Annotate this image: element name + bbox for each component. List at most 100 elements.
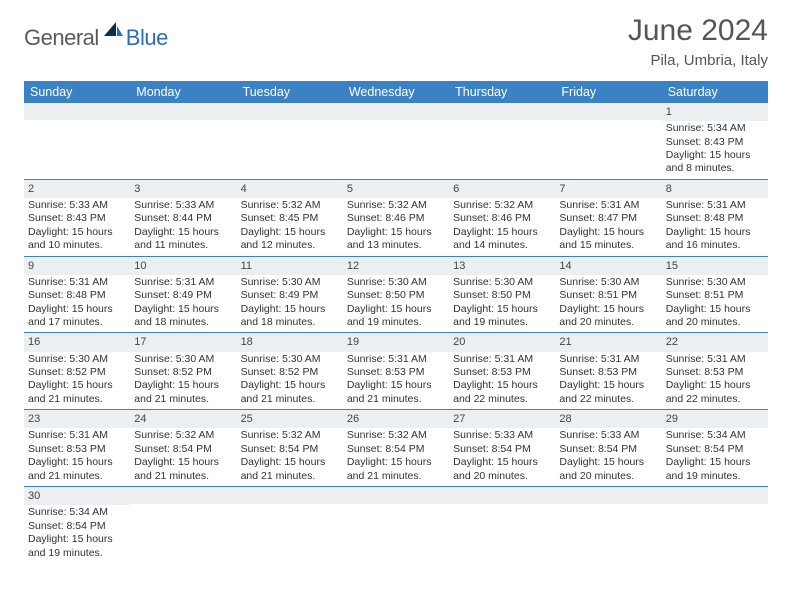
sunrise-text: Sunrise: 5:32 AM (347, 199, 445, 212)
sunset-text: Sunset: 8:53 PM (666, 366, 764, 379)
sunrise-text: Sunrise: 5:33 AM (559, 429, 657, 442)
sunrise-text: Sunrise: 5:32 AM (347, 429, 445, 442)
sunset-text: Sunset: 8:46 PM (347, 212, 445, 225)
daylight-text: Daylight: 15 hours and 18 minutes. (134, 303, 232, 330)
day-cell (449, 103, 555, 179)
day-cell: 6Sunrise: 5:32 AMSunset: 8:46 PMDaylight… (449, 180, 555, 256)
empty-day-band (555, 103, 661, 120)
day-cell (130, 487, 236, 563)
day-cell: 23Sunrise: 5:31 AMSunset: 8:53 PMDayligh… (24, 410, 130, 486)
daylight-text: Daylight: 15 hours and 19 minutes. (453, 303, 551, 330)
sunrise-text: Sunrise: 5:34 AM (666, 429, 764, 442)
sunrise-text: Sunrise: 5:30 AM (453, 276, 551, 289)
sunset-text: Sunset: 8:51 PM (666, 289, 764, 302)
day-cell: 30Sunrise: 5:34 AMSunset: 8:54 PMDayligh… (24, 487, 130, 563)
sunrise-text: Sunrise: 5:30 AM (134, 353, 232, 366)
empty-day-band (130, 487, 236, 504)
daylight-text: Daylight: 15 hours and 21 minutes. (241, 456, 339, 483)
day-cell (555, 103, 661, 179)
day-number: 18 (237, 333, 343, 351)
sunset-text: Sunset: 8:44 PM (134, 212, 232, 225)
day-number: 24 (130, 410, 236, 428)
day-cell: 21Sunrise: 5:31 AMSunset: 8:53 PMDayligh… (555, 333, 661, 409)
day-number: 7 (555, 180, 661, 198)
day-number: 17 (130, 333, 236, 351)
title-block: June 2024 Pila, Umbria, Italy (628, 14, 768, 69)
empty-day-band (555, 487, 661, 504)
week-row: 23Sunrise: 5:31 AMSunset: 8:53 PMDayligh… (24, 410, 768, 487)
empty-day-band (449, 103, 555, 120)
sunset-text: Sunset: 8:54 PM (28, 520, 126, 533)
day-cell (555, 487, 661, 563)
empty-day-band (343, 103, 449, 120)
sunset-text: Sunset: 8:54 PM (241, 443, 339, 456)
day-body: Sunrise: 5:30 AMSunset: 8:51 PMDaylight:… (555, 275, 661, 333)
sunset-text: Sunset: 8:53 PM (347, 366, 445, 379)
day-body: Sunrise: 5:31 AMSunset: 8:48 PMDaylight:… (662, 198, 768, 256)
day-cell (237, 487, 343, 563)
day-cell: 9Sunrise: 5:31 AMSunset: 8:48 PMDaylight… (24, 257, 130, 333)
sunset-text: Sunset: 8:52 PM (28, 366, 126, 379)
day-cell: 19Sunrise: 5:31 AMSunset: 8:53 PMDayligh… (343, 333, 449, 409)
sunset-text: Sunset: 8:45 PM (241, 212, 339, 225)
sunset-text: Sunset: 8:43 PM (28, 212, 126, 225)
sunrise-text: Sunrise: 5:30 AM (666, 276, 764, 289)
day-number: 3 (130, 180, 236, 198)
daylight-text: Daylight: 15 hours and 20 minutes. (666, 303, 764, 330)
day-cell: 22Sunrise: 5:31 AMSunset: 8:53 PMDayligh… (662, 333, 768, 409)
weekday-label: Tuesday (237, 81, 343, 103)
day-cell (662, 487, 768, 563)
daylight-text: Daylight: 15 hours and 21 minutes. (347, 456, 445, 483)
day-cell: 15Sunrise: 5:30 AMSunset: 8:51 PMDayligh… (662, 257, 768, 333)
sunrise-text: Sunrise: 5:33 AM (134, 199, 232, 212)
daylight-text: Daylight: 15 hours and 21 minutes. (241, 379, 339, 406)
day-cell (343, 103, 449, 179)
location: Pila, Umbria, Italy (628, 52, 768, 69)
daylight-text: Daylight: 15 hours and 12 minutes. (241, 226, 339, 253)
empty-day-band (449, 487, 555, 504)
sunrise-text: Sunrise: 5:33 AM (28, 199, 126, 212)
sunset-text: Sunset: 8:54 PM (666, 443, 764, 456)
week-row: 9Sunrise: 5:31 AMSunset: 8:48 PMDaylight… (24, 257, 768, 334)
weekday-label: Saturday (662, 81, 768, 103)
day-number: 30 (24, 487, 130, 505)
day-cell (24, 103, 130, 179)
sunrise-text: Sunrise: 5:32 AM (241, 199, 339, 212)
day-body: Sunrise: 5:32 AMSunset: 8:54 PMDaylight:… (130, 428, 236, 486)
day-body: Sunrise: 5:30 AMSunset: 8:51 PMDaylight:… (662, 275, 768, 333)
day-number: 20 (449, 333, 555, 351)
sunrise-text: Sunrise: 5:32 AM (453, 199, 551, 212)
day-cell: 8Sunrise: 5:31 AMSunset: 8:48 PMDaylight… (662, 180, 768, 256)
brand-part2: Blue (126, 25, 168, 51)
day-body: Sunrise: 5:34 AMSunset: 8:43 PMDaylight:… (662, 121, 768, 179)
day-body: Sunrise: 5:30 AMSunset: 8:50 PMDaylight:… (343, 275, 449, 333)
daylight-text: Daylight: 15 hours and 8 minutes. (666, 149, 764, 176)
sunrise-text: Sunrise: 5:32 AM (134, 429, 232, 442)
day-number: 5 (343, 180, 449, 198)
brand-logo: General Blue (24, 14, 168, 55)
daylight-text: Daylight: 15 hours and 14 minutes. (453, 226, 551, 253)
day-number: 12 (343, 257, 449, 275)
day-body: Sunrise: 5:31 AMSunset: 8:53 PMDaylight:… (343, 352, 449, 410)
sunrise-text: Sunrise: 5:31 AM (453, 353, 551, 366)
sunset-text: Sunset: 8:53 PM (28, 443, 126, 456)
day-cell: 27Sunrise: 5:33 AMSunset: 8:54 PMDayligh… (449, 410, 555, 486)
day-cell: 7Sunrise: 5:31 AMSunset: 8:47 PMDaylight… (555, 180, 661, 256)
day-cell: 24Sunrise: 5:32 AMSunset: 8:54 PMDayligh… (130, 410, 236, 486)
week-row: 16Sunrise: 5:30 AMSunset: 8:52 PMDayligh… (24, 333, 768, 410)
day-number: 6 (449, 180, 555, 198)
sunrise-text: Sunrise: 5:31 AM (666, 353, 764, 366)
day-number: 4 (237, 180, 343, 198)
day-cell: 11Sunrise: 5:30 AMSunset: 8:49 PMDayligh… (237, 257, 343, 333)
daylight-text: Daylight: 15 hours and 20 minutes. (559, 303, 657, 330)
month-title: June 2024 (628, 14, 768, 48)
daylight-text: Daylight: 15 hours and 21 minutes. (134, 379, 232, 406)
sunset-text: Sunset: 8:54 PM (453, 443, 551, 456)
weekday-label: Monday (130, 81, 236, 103)
sunset-text: Sunset: 8:50 PM (453, 289, 551, 302)
sunrise-text: Sunrise: 5:33 AM (453, 429, 551, 442)
weekday-label: Sunday (24, 81, 130, 103)
sunset-text: Sunset: 8:43 PM (666, 136, 764, 149)
day-body: Sunrise: 5:30 AMSunset: 8:52 PMDaylight:… (237, 352, 343, 410)
sunset-text: Sunset: 8:51 PM (559, 289, 657, 302)
